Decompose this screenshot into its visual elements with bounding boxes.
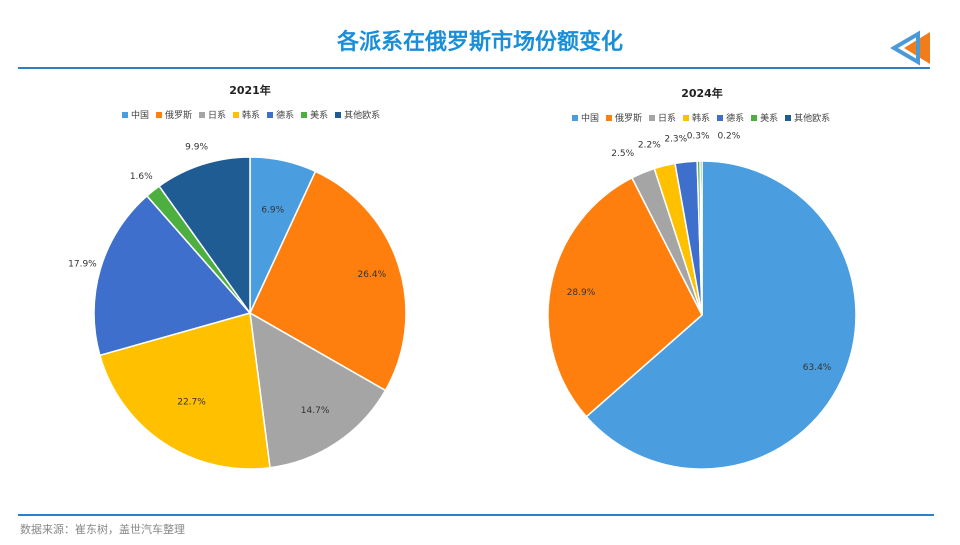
- legend-swatch: [649, 114, 656, 121]
- pie-slice-日系: [249, 311, 387, 469]
- legend-label: 韩系: [242, 111, 261, 121]
- legend-label: 中国: [581, 114, 600, 124]
- legend-item: 中国: [572, 111, 599, 124]
- chart-2024-title: 2024年: [681, 87, 723, 100]
- data-label: 63.4%: [803, 363, 832, 373]
- pie-slice-韩系: [98, 312, 271, 470]
- legend-item: 德系: [717, 111, 744, 124]
- legend-swatch: [572, 114, 578, 121]
- chart-2021-legend: 中国 俄罗斯 日系 韩系 德系 美系 其他欧系: [122, 108, 380, 121]
- data-label: 14.7%: [301, 406, 330, 416]
- pie-slice-其他欧系: [158, 156, 251, 316]
- chart-2021-title: 2021年: [229, 84, 271, 97]
- legend-swatch: [606, 114, 613, 121]
- chart-2024-legend: 中国 俄罗斯 日系 韩系 德系 美系 其他欧系: [572, 111, 830, 124]
- legend-item: 美系: [751, 111, 778, 124]
- legend-swatch: [751, 114, 758, 121]
- legend-item: 德系: [267, 108, 294, 121]
- data-label: 1.6%: [130, 172, 153, 182]
- data-label: 28.9%: [567, 288, 596, 298]
- data-label: 2.3%: [664, 134, 687, 144]
- legend-swatch: [301, 111, 308, 118]
- title-divider: [18, 67, 930, 69]
- pie-slice-其他欧系: [699, 160, 703, 316]
- data-label: 2.2%: [638, 141, 661, 151]
- legend-swatch: [335, 111, 342, 118]
- legend-item: 其他欧系: [785, 111, 830, 124]
- legend-swatch: [156, 111, 163, 118]
- legend-swatch: [199, 111, 206, 118]
- legend-label: 韩系: [692, 114, 711, 124]
- data-label: 6.9%: [261, 205, 284, 215]
- legend-label: 俄罗斯: [615, 114, 643, 124]
- legend-label: 德系: [726, 114, 745, 124]
- data-label: 0.3%: [687, 131, 710, 141]
- legend-item: 其他欧系: [335, 108, 380, 121]
- legend-label: 其他欧系: [344, 111, 381, 121]
- back-arrow-icon[interactable]: [890, 30, 934, 66]
- pie-slice-德系: [93, 194, 252, 357]
- page-title: 各派系在俄罗斯市场份额变化: [336, 30, 623, 55]
- data-label: 0.2%: [717, 131, 740, 141]
- legend-item: 韩系: [683, 111, 710, 124]
- legend-item: 俄罗斯: [156, 108, 192, 121]
- legend-label: 其他欧系: [794, 114, 831, 124]
- legend-label: 美系: [760, 114, 779, 124]
- legend-label: 美系: [310, 111, 329, 121]
- data-label: 9.9%: [185, 143, 208, 153]
- legend-item: 日系: [199, 108, 226, 121]
- legend-item: 韩系: [233, 108, 260, 121]
- source-note: 数据来源：崔东树，盖世汽车整理: [20, 523, 185, 536]
- legend-label: 俄罗斯: [165, 111, 193, 121]
- legend-swatch: [683, 114, 690, 121]
- legend-swatch: [122, 111, 128, 118]
- legend-item: 中国: [122, 108, 149, 121]
- data-label: 26.4%: [358, 270, 387, 280]
- legend-item: 俄罗斯: [606, 111, 642, 124]
- legend-item: 日系: [649, 111, 676, 124]
- legend-swatch: [785, 114, 792, 121]
- pie-slice-俄罗斯: [547, 176, 703, 418]
- data-label: 17.9%: [68, 260, 97, 270]
- legend-swatch: [233, 111, 240, 118]
- legend-label: 中国: [131, 111, 150, 121]
- data-label: 2.5%: [611, 149, 634, 159]
- legend-label: 日系: [208, 111, 227, 121]
- pie-slice-中国: [585, 160, 857, 470]
- pie-slice-俄罗斯: [249, 170, 407, 392]
- footer-divider: [18, 514, 934, 516]
- legend-label: 日系: [658, 114, 677, 124]
- legend-swatch: [717, 114, 724, 121]
- legend-label: 德系: [276, 111, 295, 121]
- legend-item: 美系: [301, 108, 328, 121]
- legend-swatch: [267, 111, 274, 118]
- data-label: 22.7%: [177, 398, 206, 408]
